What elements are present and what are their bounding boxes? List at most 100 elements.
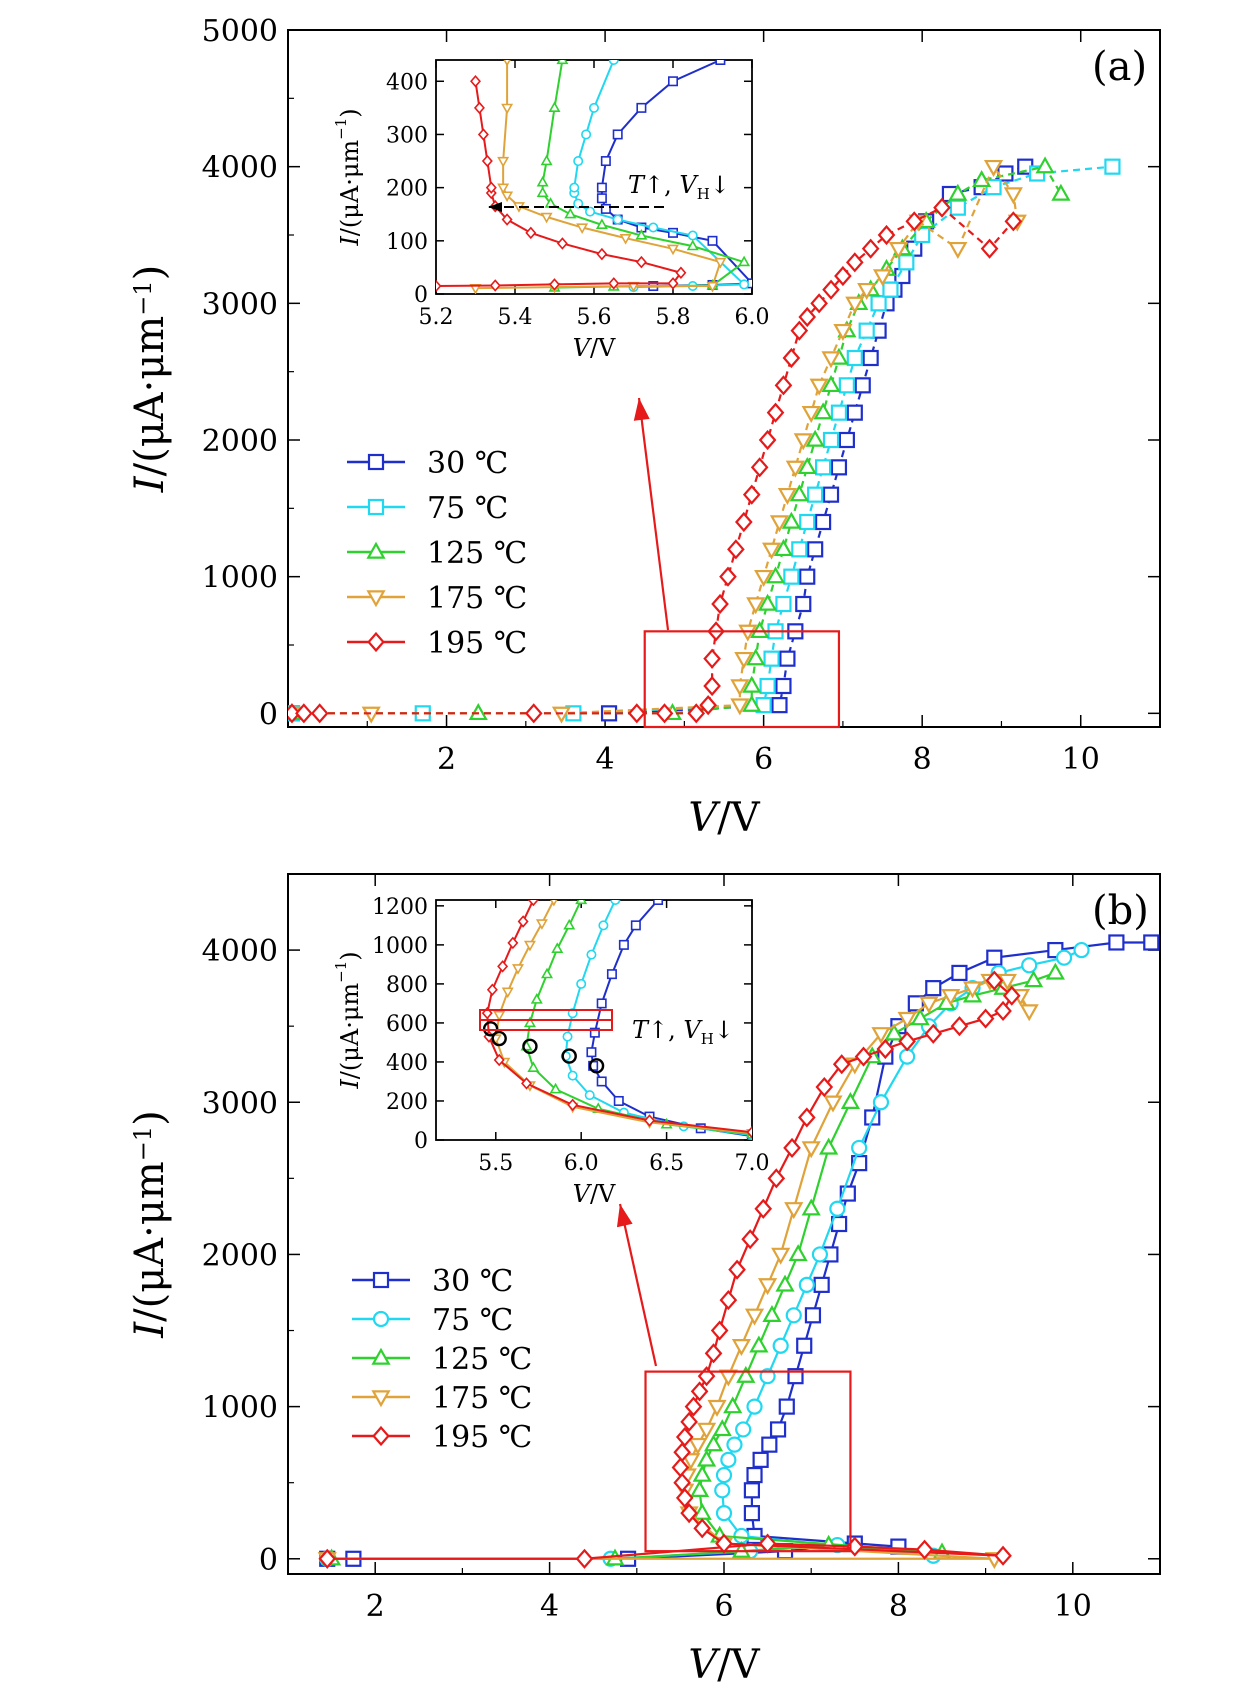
inset-series-0-point bbox=[596, 182, 607, 193]
inset-series-4-point bbox=[501, 213, 513, 226]
series-4-point bbox=[877, 224, 896, 246]
inset-series-2-point bbox=[548, 101, 561, 113]
x-tick-label: 2 bbox=[437, 742, 456, 777]
series-1-point bbox=[914, 226, 931, 244]
series-4-point bbox=[758, 429, 777, 451]
series-2-point bbox=[736, 1365, 756, 1383]
inset-series-0-point bbox=[600, 156, 611, 167]
inset-series-4-point bbox=[596, 247, 608, 261]
inset-series-3-point bbox=[706, 281, 719, 293]
inset-series-1-point bbox=[567, 1070, 578, 1081]
series-4-point bbox=[310, 703, 329, 724]
inset-series-4-point bbox=[486, 983, 498, 997]
inset-vh-marker bbox=[491, 1030, 507, 1047]
series-4-point bbox=[703, 675, 721, 697]
inset-series-1-point bbox=[598, 920, 609, 931]
series-4-point bbox=[288, 703, 301, 724]
series-4-point bbox=[950, 1016, 969, 1037]
series-3-point bbox=[730, 698, 750, 716]
series-2-point bbox=[1051, 183, 1071, 201]
series-1-point bbox=[715, 1505, 733, 1522]
inset-y-axis-label: I/(μA·μm−1) bbox=[332, 108, 364, 246]
zoom-arrow bbox=[618, 1203, 658, 1367]
series-2-point bbox=[821, 375, 841, 393]
series-1-point bbox=[799, 513, 816, 531]
y-tick-label: 1000 bbox=[202, 561, 278, 596]
inset-y-tick-label: 400 bbox=[386, 1051, 428, 1076]
inset-series-3-point bbox=[501, 103, 514, 115]
y-tick-label: 2000 bbox=[202, 424, 278, 459]
series-0-point bbox=[986, 949, 1003, 966]
series-1-point bbox=[898, 254, 915, 271]
series-3-point bbox=[897, 1011, 917, 1029]
inset-y-tick-label: 600 bbox=[386, 1012, 428, 1037]
series-4-point bbox=[915, 1539, 934, 1560]
inset-y-tick-label: 0 bbox=[414, 1129, 428, 1154]
series-0-point bbox=[925, 980, 942, 997]
series-1-point bbox=[1104, 158, 1121, 175]
series-1-point bbox=[949, 199, 966, 216]
series-3-point bbox=[784, 1202, 804, 1220]
series-4-point bbox=[680, 1411, 698, 1432]
inset-series-1-point bbox=[608, 60, 619, 65]
inset-series-2-point bbox=[549, 1082, 562, 1094]
series-2-point bbox=[1035, 156, 1055, 174]
y-tick-label: 0 bbox=[259, 1543, 278, 1578]
y-axis-label: I/(μA·μm−1) bbox=[127, 265, 173, 493]
series-0-point bbox=[907, 995, 924, 1012]
series-4-point bbox=[711, 593, 729, 615]
series-4-point bbox=[994, 1545, 1012, 1566]
series-3-point bbox=[361, 706, 381, 724]
series-2-point bbox=[910, 1008, 930, 1026]
inset-x-tick-label: 6.5 bbox=[649, 1151, 684, 1176]
inset-series-2-point bbox=[540, 154, 553, 166]
series-3-point bbox=[1019, 1004, 1039, 1022]
series-1-point bbox=[822, 431, 840, 449]
inset-series-3-point bbox=[550, 900, 558, 907]
legend-marker bbox=[371, 1390, 391, 1408]
inset-y-tick-label: 100 bbox=[386, 230, 428, 255]
inset-series-3-point bbox=[535, 919, 548, 930]
series-3-point bbox=[777, 487, 798, 505]
series-4-point bbox=[845, 252, 864, 273]
series-2-point bbox=[742, 675, 762, 693]
series-4-point bbox=[798, 1107, 816, 1128]
series-2-point bbox=[775, 1274, 795, 1292]
inset-series-0-point bbox=[600, 203, 611, 214]
inset-series-4-point bbox=[521, 1077, 533, 1090]
inset-series-2-point bbox=[563, 918, 576, 930]
series-3-point bbox=[948, 241, 968, 259]
series-2-point bbox=[758, 593, 778, 611]
y-tick-label: 3000 bbox=[202, 1086, 278, 1121]
inset-series-3-point bbox=[540, 212, 553, 224]
inset-vh-marker bbox=[482, 1021, 499, 1037]
series-3-point bbox=[754, 569, 774, 587]
series-1-point bbox=[899, 1048, 916, 1065]
inset-series-0-point bbox=[596, 193, 607, 204]
series-0-point bbox=[804, 1307, 822, 1324]
series-2-point bbox=[805, 429, 825, 447]
inset-series-0-point bbox=[630, 920, 641, 931]
series-1-point bbox=[872, 1094, 890, 1111]
inset-series-0-point bbox=[589, 1027, 600, 1038]
series-4-point bbox=[704, 1343, 723, 1364]
series-1-point bbox=[763, 650, 780, 667]
inset-y-tick-label: 200 bbox=[386, 177, 428, 202]
series-4-point bbox=[985, 970, 1004, 991]
legend-label: 30 ℃ bbox=[427, 446, 508, 481]
series-1-point bbox=[985, 179, 1002, 196]
series-4-point bbox=[728, 1259, 746, 1280]
series-3-point bbox=[941, 989, 961, 1007]
series-2-point bbox=[813, 402, 833, 420]
inset-background bbox=[436, 60, 752, 294]
legend-marker bbox=[372, 1425, 390, 1447]
series-2-point bbox=[749, 1335, 769, 1353]
series-4-point bbox=[854, 1046, 873, 1067]
series-4-point bbox=[815, 1076, 834, 1098]
series-1-point bbox=[720, 1451, 737, 1468]
series-4-point bbox=[1002, 985, 1021, 1006]
series-1-point bbox=[785, 1307, 802, 1324]
inset-series-0-point bbox=[618, 939, 629, 950]
series-4-point bbox=[742, 484, 761, 505]
series-3-point bbox=[744, 1308, 765, 1326]
